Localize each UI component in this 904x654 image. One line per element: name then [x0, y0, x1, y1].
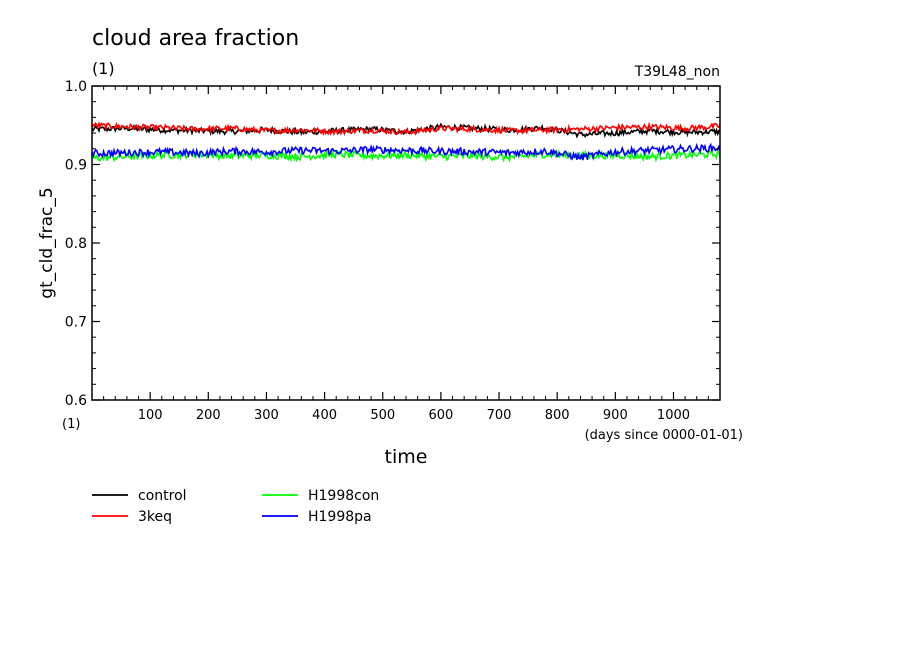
y-tick-label: 0.7 [65, 315, 87, 331]
series-line-H1998con [91, 148, 721, 163]
x-tick-label: 700 [487, 408, 512, 423]
series-line-H1998pa [91, 142, 721, 161]
x-unit-label: (days since 0000-01-01) [585, 428, 743, 443]
ticks-layer [92, 85, 720, 401]
run-label: T39L48_non [634, 64, 720, 80]
chart-title: cloud area fraction [92, 26, 299, 51]
legend: control 3keq H1998con H1998pa [92, 488, 379, 525]
x-tick-label: 1000 [657, 408, 690, 423]
x-tick-label: 600 [428, 408, 453, 423]
y-axis-label: gt_cld_frac_5 [37, 187, 57, 298]
legend-label-H1998pa: H1998pa [308, 509, 372, 525]
legend-label-3keq: 3keq [138, 509, 172, 525]
y-unit-label: (1) [62, 417, 80, 432]
units-label: (1) [92, 59, 115, 78]
x-tick-label: 800 [545, 408, 570, 423]
tick-labels: 100 200 300 400 500 600 700 800 900 1000 0.6 0.7 0.8… [65, 79, 690, 423]
y-tick-label: 1.0 [65, 79, 87, 95]
legend-label-control: control [138, 488, 187, 504]
y-tick-label: 0.6 [65, 393, 87, 409]
x-tick-label: 900 [603, 408, 628, 423]
x-tick-label: 200 [196, 408, 221, 423]
y-tick-label: 0.8 [65, 236, 87, 252]
y-tick-label: 0.9 [65, 158, 87, 174]
x-tick-label: 400 [312, 408, 337, 423]
x-tick-label: 500 [370, 408, 395, 423]
x-tick-label: 100 [138, 408, 163, 423]
series-line-control [91, 122, 721, 139]
legend-label-H1998con: H1998con [308, 488, 379, 504]
series-layer [91, 121, 721, 163]
series-line-3keq [91, 121, 721, 137]
x-tick-label: 300 [254, 408, 279, 423]
x-axis-label: time [385, 446, 428, 468]
